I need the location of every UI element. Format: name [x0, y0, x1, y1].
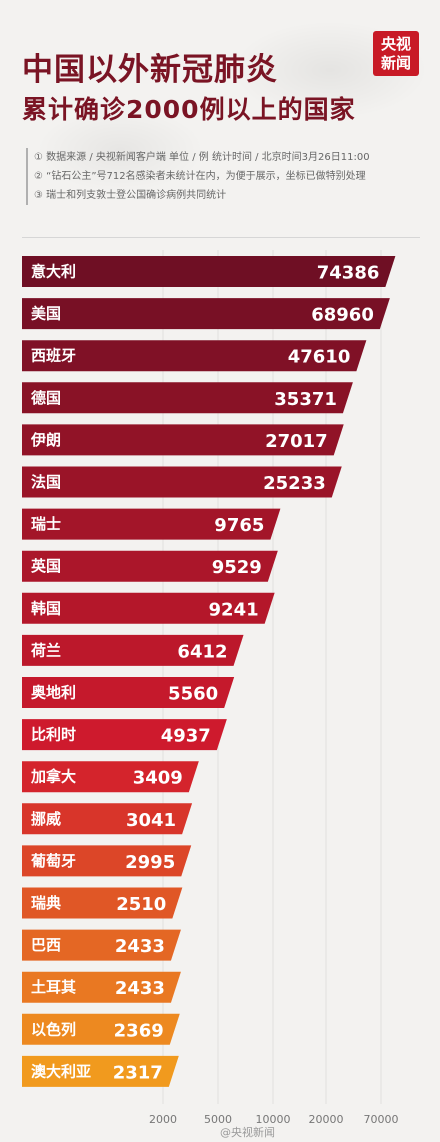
bar-19 — [22, 1055, 179, 1087]
header-divider — [22, 237, 420, 238]
source-notes: ① 数据来源 / 央视新闻客户端 单位 / 例 统计时间 / 北京时间3月26日… — [26, 148, 430, 205]
cctv-news-logo: 央视 新闻 — [373, 31, 419, 76]
bar-3 — [22, 382, 353, 414]
bar-category-label: 意大利 — [31, 263, 76, 281]
bar-value-label: 2317 — [113, 1062, 163, 1083]
bar-category-label: 加拿大 — [30, 768, 76, 786]
bar-category-label: 伊朗 — [30, 431, 61, 449]
page-title: 中国以外新冠肺炎 — [22, 52, 278, 88]
bar-category-label: 挪威 — [31, 810, 61, 828]
bar-18 — [22, 1013, 180, 1045]
bar-category-label: 澳大利亚 — [31, 1062, 91, 1080]
bar-value-label: 9529 — [212, 557, 262, 578]
bar-value-label: 3409 — [133, 768, 183, 789]
bar-7 — [22, 550, 278, 582]
bar-value-label: 4937 — [161, 726, 211, 747]
bar-12 — [22, 761, 199, 793]
bar-1 — [22, 298, 390, 330]
page-subtitle: 累计确诊2000例以上的国家 — [22, 95, 356, 124]
bar-value-label: 27017 — [265, 431, 328, 452]
bar-14 — [22, 845, 192, 877]
bar-value-label: 25233 — [263, 473, 326, 494]
note-source: ① 数据来源 / 央视新闻客户端 单位 / 例 统计时间 / 北京时间3月26日… — [34, 152, 370, 163]
bar-value-label: 5560 — [168, 684, 218, 705]
bar-category-label: 瑞士 — [31, 515, 61, 533]
bar-13 — [22, 803, 193, 835]
bar-category-label: 韩国 — [31, 599, 61, 617]
note-cruise-ship: ② “钻石公主”号712名感染者未统计在内，为便于展示，坐标已做特别处理 — [34, 171, 366, 182]
bar-4 — [22, 424, 344, 456]
bar-category-label: 巴西 — [31, 936, 61, 954]
bar-category-label: 德国 — [31, 389, 61, 407]
bar-10 — [22, 677, 235, 708]
bar-value-label: 35371 — [274, 389, 337, 410]
bar-category-label: 荷兰 — [31, 641, 61, 659]
bar-15 — [22, 887, 183, 919]
bar-category-label: 以色列 — [31, 1020, 76, 1038]
bar-2 — [22, 340, 367, 372]
bar-category-label: 比利时 — [31, 726, 76, 744]
x-tick-label: 10000 — [256, 1113, 291, 1126]
x-tick-label: 20000 — [309, 1113, 344, 1126]
bar-11 — [22, 719, 227, 751]
logo-text-line2: 新闻 — [380, 53, 411, 72]
bar-value-label: 2433 — [115, 978, 165, 999]
bar-16 — [22, 929, 181, 961]
x-tick-label: 5000 — [204, 1113, 232, 1126]
bar-6 — [22, 508, 281, 540]
note-switzerland: ③ 瑞士和列支敦士登公国确诊病例共同统计 — [34, 190, 227, 201]
bar-category-label: 葡萄牙 — [30, 852, 76, 870]
bar-value-label: 2369 — [114, 1020, 164, 1041]
bar-value-label: 9241 — [209, 599, 259, 620]
weibo-watermark: @央视新闻 — [220, 1126, 275, 1139]
logo-text-line1: 央视 — [380, 34, 411, 53]
bar-8 — [22, 592, 275, 624]
bar-value-label: 74386 — [317, 263, 380, 284]
bar-value-label: 6412 — [177, 641, 227, 662]
x-tick-label: 2000 — [149, 1113, 177, 1126]
bar-category-label: 英国 — [31, 557, 61, 575]
bar-value-label: 2433 — [115, 936, 165, 957]
bar-5 — [22, 466, 342, 498]
bar-value-label: 2995 — [125, 852, 175, 873]
bar-0 — [22, 256, 396, 287]
bar-value-label: 2510 — [116, 894, 166, 915]
bar-category-label: 土耳其 — [31, 978, 76, 996]
x-tick-label: 70000 — [364, 1113, 399, 1126]
bar-category-label: 西班牙 — [31, 347, 76, 365]
bar-value-label: 47610 — [288, 347, 351, 368]
bar-17 — [22, 971, 181, 1003]
bar-category-label: 法国 — [31, 473, 61, 491]
bar-category-label: 美国 — [31, 305, 61, 323]
bar-value-label: 9765 — [214, 515, 264, 536]
bar-category-label: 奥地利 — [31, 684, 76, 702]
bar-value-label: 3041 — [126, 810, 176, 831]
bar-9 — [22, 634, 244, 666]
bar-value-label: 68960 — [311, 305, 374, 326]
bar-category-label: 瑞典 — [31, 894, 61, 912]
